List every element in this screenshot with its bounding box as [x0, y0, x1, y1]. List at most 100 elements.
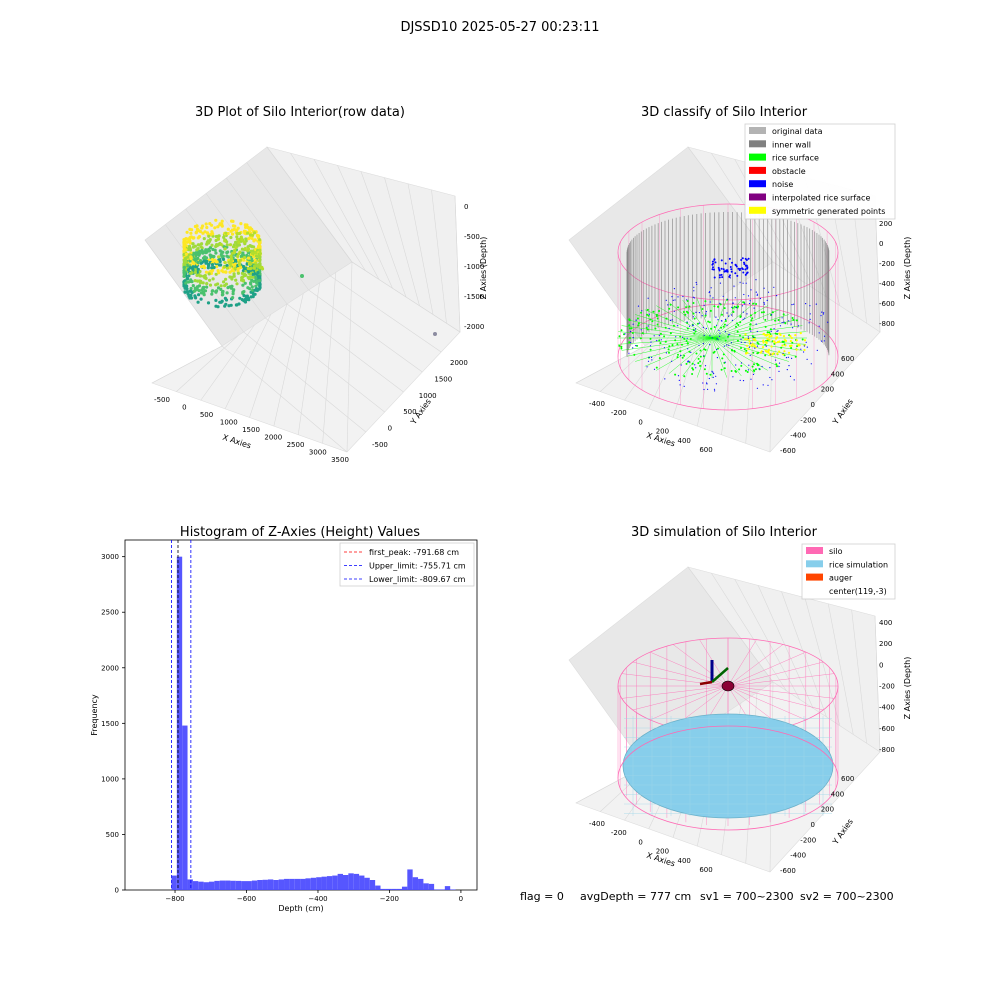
- raw-x-tick: 0: [182, 404, 186, 412]
- histogram-bar: [380, 888, 386, 890]
- noise-point: [686, 337, 688, 339]
- simulation-x-tick: 400: [678, 857, 691, 865]
- noise-point: [713, 276, 716, 279]
- raw-data-point: [206, 241, 211, 245]
- noise-point: [749, 354, 751, 357]
- rice-surface-point: [724, 339, 727, 342]
- raw-data-point: [258, 252, 262, 256]
- noise-point: [739, 267, 742, 270]
- raw-data-point: [205, 285, 209, 289]
- raw-data-point: [241, 283, 245, 287]
- noise-point: [773, 286, 775, 288]
- legend-swatch: [806, 573, 823, 581]
- noise-point: [683, 385, 685, 387]
- raw-y-tick: 2000: [450, 359, 468, 367]
- silo-roof-spoke: [727, 661, 824, 687]
- raw-data-point: [220, 254, 224, 258]
- grid-line: [243, 331, 367, 433]
- noise-point: [742, 282, 744, 284]
- rice-surface-point: [676, 356, 679, 359]
- raw-data-point: [208, 278, 212, 282]
- noise-point: [743, 261, 745, 264]
- raw-data-point: [184, 252, 188, 256]
- noise-point: [739, 379, 741, 381]
- noise-point: [809, 305, 811, 307]
- raw-outlier-point: [433, 332, 437, 336]
- grid-line: [600, 335, 662, 392]
- symmetric-point: [795, 339, 798, 342]
- symmetric-point: [803, 348, 806, 352]
- raw-z-tick: -500: [464, 233, 480, 241]
- raw-data-point: [194, 231, 198, 235]
- symmetric-point: [782, 335, 786, 338]
- raw-data-point: [212, 265, 216, 270]
- rice-surface-point: [762, 311, 765, 314]
- rice-surface-point: [618, 344, 621, 347]
- raw-data-point: [214, 218, 218, 222]
- legend-label: first_peak: -791.68 cm: [369, 548, 459, 557]
- noise-point: [805, 341, 807, 343]
- noise-point: [747, 336, 749, 338]
- noise-point: [731, 319, 734, 321]
- raw-data-point: [237, 302, 241, 306]
- histogram-legend: first_peak: -791.68 cm Upper_limit: -755.…: [339, 542, 475, 587]
- grid-line: [176, 335, 239, 392]
- rice-surface-point: [658, 310, 661, 312]
- noise-point: [778, 362, 781, 364]
- simulation-legend: silo rice simulation auger center(119,-3): [801, 543, 896, 600]
- grid-line: [351, 261, 461, 333]
- raw-data-point: [197, 293, 201, 297]
- raw-data-point: [188, 271, 193, 275]
- rice-surface-point: [671, 344, 674, 347]
- rice-surface-point: [645, 326, 648, 329]
- grid-line: [266, 146, 353, 263]
- noise-point: [646, 366, 648, 368]
- noise-point: [803, 351, 805, 353]
- histogram-title: Histogram of Z-Axies (Height) Values: [180, 525, 420, 540]
- raw-data-point: [242, 256, 247, 260]
- grid-line: [249, 303, 288, 418]
- raw-data-point: [216, 243, 220, 247]
- noise-point: [752, 373, 755, 375]
- legend-label: noise: [772, 180, 793, 189]
- rice-surface-point: [774, 332, 777, 335]
- classified-y-axis-label: Y Axies: [830, 397, 855, 427]
- raw-data-point: [255, 264, 259, 268]
- rice-surface-line: [711, 337, 780, 367]
- histogram-bar: [300, 878, 306, 890]
- rice-surface-point: [792, 318, 795, 321]
- noise-point: [714, 261, 717, 264]
- noise-point: [694, 364, 696, 366]
- rice-surface-point: [637, 324, 640, 327]
- histogram-bar: [364, 877, 370, 890]
- rice-surface-point: [649, 348, 652, 351]
- rice-surface-point: [628, 324, 631, 327]
- symmetric-point: [770, 345, 773, 348]
- symmetric-point: [795, 348, 798, 351]
- rice-surface-point: [683, 375, 686, 378]
- noise-point: [647, 325, 649, 327]
- symmetric-point: [776, 352, 779, 355]
- noise-point: [656, 340, 658, 342]
- raw-data-point: [258, 275, 262, 279]
- rice-surface-point: [696, 322, 699, 325]
- raw-data-point: [257, 255, 261, 259]
- rice-surface-line: [711, 314, 789, 339]
- noise-point: [665, 299, 667, 301]
- noise-point: [776, 295, 778, 297]
- noise-point: [716, 337, 718, 339]
- rice-surface-point: [709, 309, 712, 312]
- noise-point: [724, 318, 727, 320]
- rice-surface-point: [685, 306, 688, 309]
- raw-data-point: [196, 247, 200, 251]
- histogram-bar: [375, 885, 381, 890]
- simulation-x-tick: -200: [611, 829, 627, 837]
- noise-point: [740, 362, 743, 364]
- symmetric-point: [783, 338, 786, 341]
- rice-surface-point: [679, 335, 682, 338]
- rice-surface-line: [644, 337, 713, 367]
- raw-data-point: [203, 276, 207, 280]
- noise-point: [709, 335, 711, 337]
- rice-surface-point: [699, 364, 702, 367]
- noise-point: [809, 318, 811, 320]
